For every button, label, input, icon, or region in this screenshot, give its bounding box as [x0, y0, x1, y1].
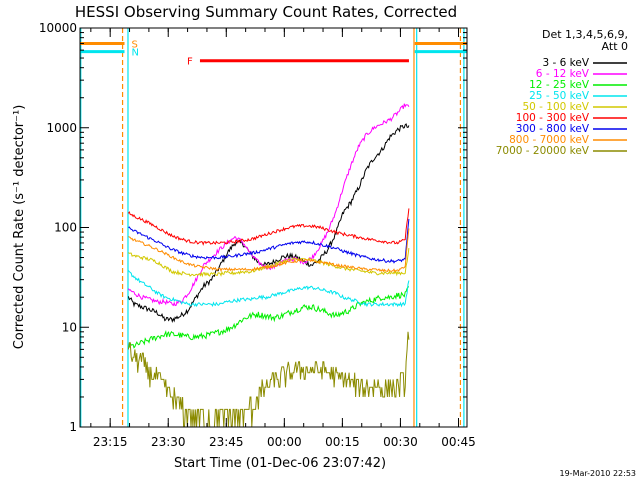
chart-marks: SN F	[80, 28, 467, 428]
chart-axes: 23:15 23:30 23:45 00:00 00:15 00:30 00:45 1 10 10…	[39, 21, 476, 449]
series-line-6	[128, 218, 410, 264]
y-tick-label: 1000	[46, 121, 77, 135]
y-tick-label: 10	[62, 320, 77, 334]
y-axis-label: Corrected Count Rate (s⁻¹ detector⁻¹)	[12, 105, 27, 350]
x-tick-label: 00:00	[267, 435, 302, 449]
legend-entry-label: 3 - 6 keV	[542, 57, 589, 69]
x-tick-label: 00:45	[441, 435, 476, 449]
x-tick-label: 23:30	[151, 435, 186, 449]
legend-entry-label: 25 - 50 keV	[529, 90, 590, 102]
footer-timestamp: 19-Mar-2010 22:53	[560, 469, 637, 478]
legend-entry-label: 100 - 300 keV	[516, 112, 590, 124]
x-tick-label: 23:15	[93, 435, 128, 449]
x-tick-label: 00:15	[325, 435, 360, 449]
x-tick-label: 23:45	[209, 435, 244, 449]
series-line-8	[127, 331, 410, 428]
flag-n-label: N	[132, 48, 139, 59]
series-line-7	[128, 228, 410, 273]
y-tick-label: 10000	[39, 21, 77, 35]
chart-title: HESSI Observing Summary Count Rates, Cor…	[75, 3, 457, 21]
x-axis-label: Start Time (01-Dec-06 23:07:42)	[174, 456, 386, 471]
series-line-0	[127, 123, 410, 323]
flag-f-label: F	[187, 57, 193, 68]
series-line-5	[127, 208, 410, 246]
x-tick-label: 00:30	[383, 435, 418, 449]
legend-entry-label: 300 - 800 keV	[516, 123, 590, 135]
legend-header-line1: Det 1,3,4,5,6,9,	[542, 28, 628, 41]
legend-header-line2: Att 0	[602, 40, 628, 53]
legend-entry-label: 800 - 7000 keV	[509, 134, 590, 146]
legend-entry-label: 7000 - 20000 keV	[496, 145, 590, 157]
legend-entry-label: 12 - 25 keV	[529, 79, 590, 91]
series-line-3	[127, 270, 410, 308]
series-line-2	[128, 286, 410, 349]
series-line-4	[128, 248, 410, 278]
legend-entry-label: 6 - 12 keV	[536, 68, 590, 80]
legend-entry-label: 50 - 100 keV	[522, 101, 589, 113]
flag-s-label: S	[132, 39, 138, 50]
y-tick-label: 1	[69, 420, 77, 434]
y-tick-label: 100	[54, 221, 77, 235]
